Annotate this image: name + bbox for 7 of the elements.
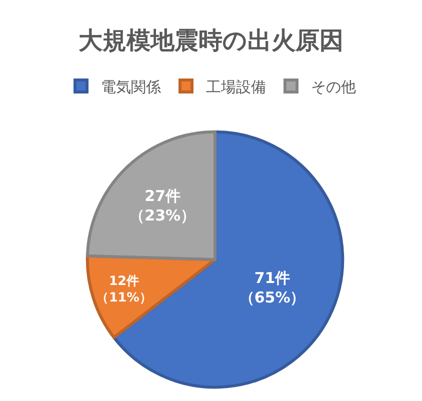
data-label: 27件（23%）: [130, 186, 196, 224]
data-label: 71件（65%）: [239, 268, 306, 306]
legend-label: 工場設備: [206, 78, 266, 96]
legend-label: 電気関係: [101, 78, 161, 96]
chart-title: 大規模地震時の出火原因: [78, 26, 344, 54]
legend-label: その他: [311, 78, 356, 96]
data-label: 12件（11%）: [96, 273, 152, 305]
